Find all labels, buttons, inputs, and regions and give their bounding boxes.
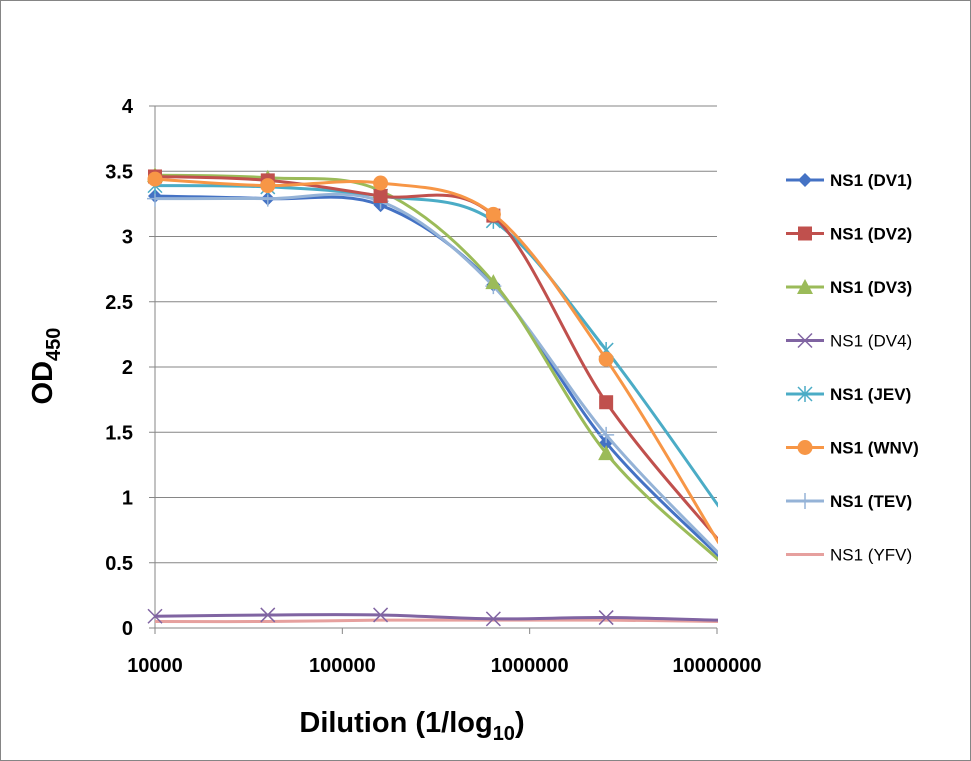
data-point — [373, 189, 388, 204]
legend-marker — [797, 332, 813, 349]
legend-marker — [797, 386, 813, 402]
y-tick-label: 4 — [122, 96, 134, 118]
y-tick-label: 0.5 — [105, 553, 133, 575]
x-tick-label: 1000000 — [491, 655, 569, 677]
legend-marker — [798, 173, 812, 187]
data-point — [598, 445, 615, 461]
legend: NS1 (DV1) NS1 (DV2) NS1 (DV3) NS1 (DV4) NS1 … — [786, 171, 919, 565]
data-point — [599, 395, 614, 410]
series-line — [155, 613, 718, 622]
series-8 — [155, 618, 718, 624]
gridlines — [155, 105, 717, 564]
legend-marker — [798, 226, 812, 241]
series-1 — [148, 189, 718, 558]
y-axis-title-subscript: 450 — [43, 328, 65, 361]
data-point — [598, 426, 615, 443]
legend-marker — [797, 440, 813, 455]
data-point — [373, 175, 389, 191]
series-6 — [147, 171, 718, 544]
legend-item: NS1 (DV3) — [786, 278, 912, 297]
data-point — [485, 206, 501, 222]
legend-label: NS1 (WNV) — [830, 439, 919, 458]
x-axis-title-main: Dilution (1/log — [299, 707, 492, 739]
data-point — [260, 607, 276, 623]
legend-label: NS1 (DV4) — [830, 332, 912, 351]
legend-marker — [797, 279, 813, 294]
series-line — [155, 192, 718, 555]
legend-item: NS1 (WNV) — [786, 439, 919, 458]
series-line — [155, 618, 718, 624]
data-point — [260, 178, 276, 194]
legend-item: NS1 (DV2) — [786, 225, 912, 244]
x-axis-title-subscript: 10 — [493, 723, 515, 745]
legend-item: NS1 (YFV) — [786, 546, 912, 565]
y-tick-label: 2.5 — [105, 292, 133, 314]
legend-item: NS1 (JEV) — [786, 385, 911, 404]
data-point — [598, 610, 614, 626]
y-axis-ticks: 0 0.5 1 1.5 2 2.5 3 3.5 4 — [105, 96, 155, 640]
x-tick-label: 100000 — [309, 655, 376, 677]
series-3 — [147, 167, 718, 562]
data-point — [485, 274, 502, 290]
y-tick-label: 2 — [122, 357, 133, 379]
legend-item: NS1 (TEV) — [786, 492, 912, 511]
legend-label: NS1 (DV2) — [830, 225, 912, 244]
x-tick-label: 10000 — [127, 655, 183, 677]
series-4 — [147, 607, 718, 627]
legend-label: NS1 (JEV) — [830, 385, 911, 404]
legend-item: NS1 (DV4) — [786, 332, 912, 351]
y-tick-label: 1 — [122, 488, 133, 510]
y-tick-label: 0 — [122, 618, 133, 640]
legend-label: NS1 (TEV) — [830, 492, 912, 511]
series-group — [147, 167, 718, 627]
legend-label: NS1 (DV1) — [830, 171, 912, 190]
legend-marker — [797, 493, 813, 509]
legend-item: NS1 (DV1) — [786, 171, 912, 190]
x-axis-title: Dilution (1/log10) — [299, 707, 524, 745]
series-line — [155, 194, 718, 558]
y-tick-label: 1.5 — [105, 422, 133, 444]
data-point — [147, 171, 163, 187]
x-axis-title-close: ) — [515, 707, 525, 739]
data-point — [373, 607, 389, 623]
y-axis-title-main: OD — [27, 361, 59, 405]
data-point — [485, 611, 501, 627]
y-tick-label: 3.5 — [105, 161, 133, 183]
series-5 — [147, 177, 718, 508]
series-7 — [147, 190, 718, 555]
x-axis-ticks: 10000 100000 1000000 10000000 — [127, 628, 761, 677]
y-tick-label: 3 — [122, 227, 133, 249]
legend-label: NS1 (DV3) — [830, 278, 912, 297]
y-axis-title: OD450 — [27, 328, 65, 405]
data-point — [598, 351, 614, 367]
legend-label: NS1 (YFV) — [830, 546, 912, 565]
data-point — [147, 608, 163, 624]
x-tick-label: 10000000 — [673, 655, 762, 677]
